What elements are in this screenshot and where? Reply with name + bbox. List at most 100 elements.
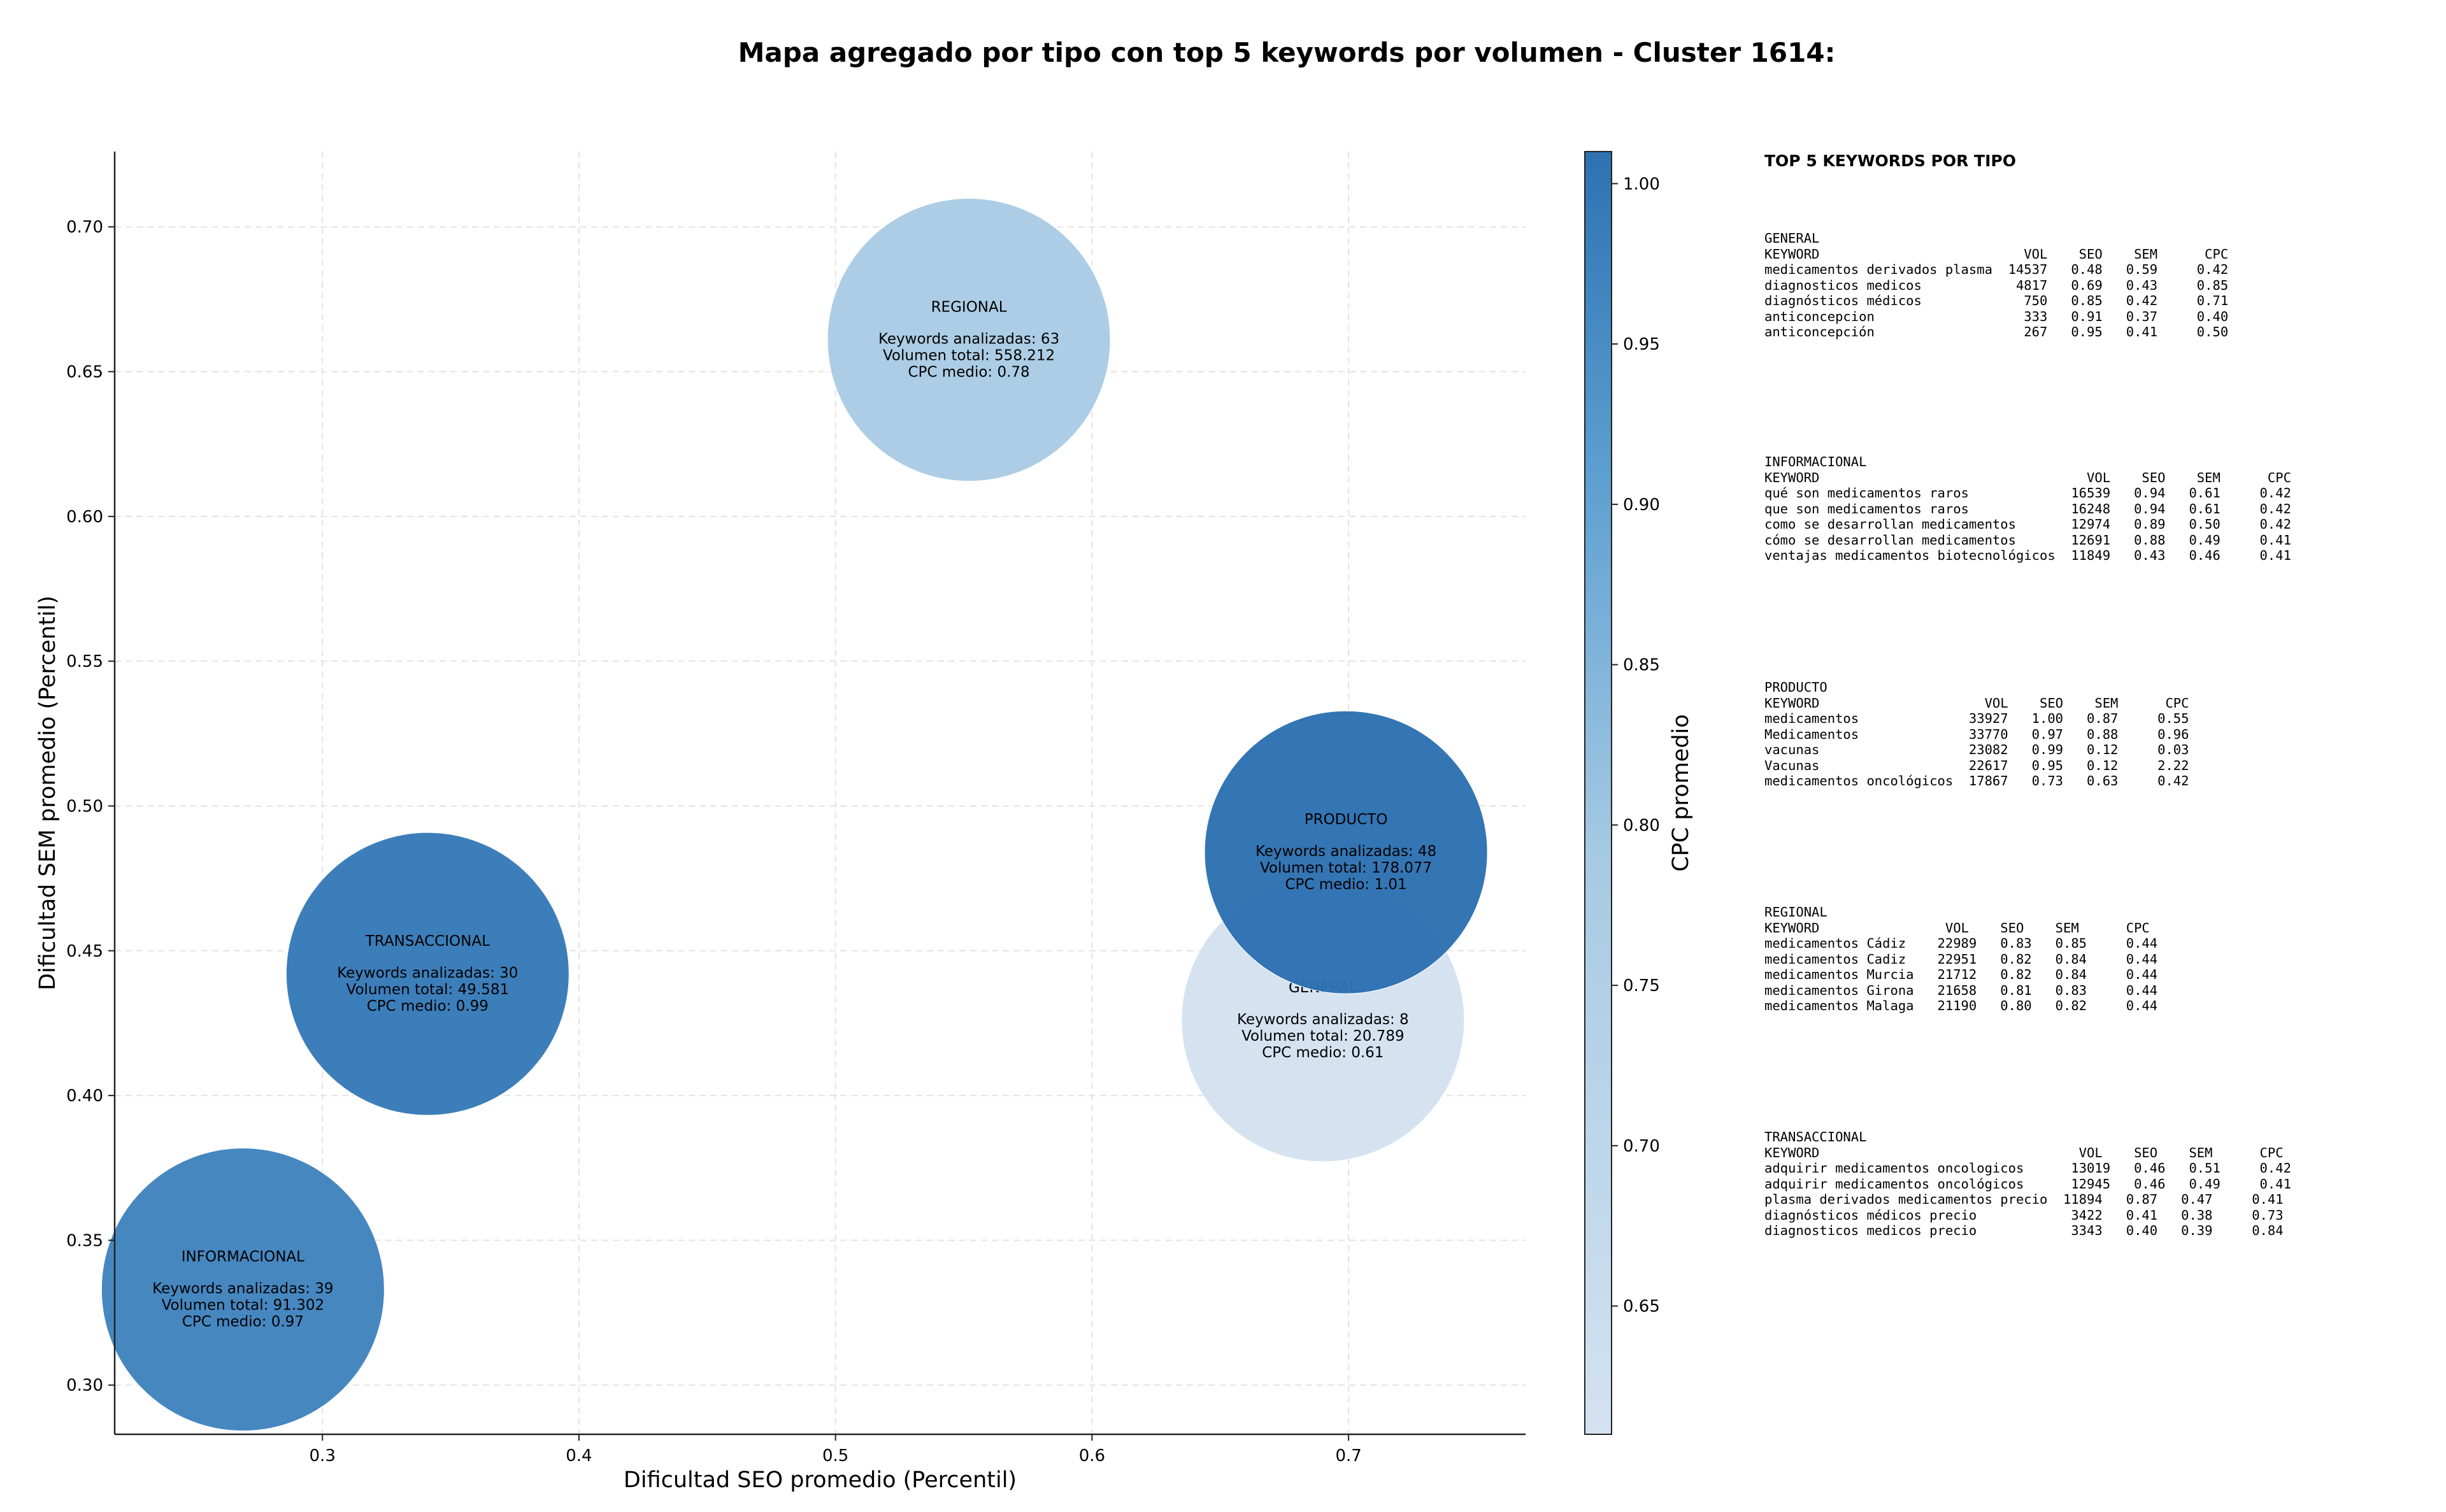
bubble-circle bbox=[285, 832, 569, 1116]
y-axis-label: Dificultad SEM promedio (Percentil) bbox=[35, 596, 61, 990]
keyword-table-row: cómo se desarrollan medicamentos 12691 0… bbox=[1764, 532, 2291, 548]
bubble-circle bbox=[1204, 710, 1488, 994]
keyword-table-row: diagnosticos medicos precio 3343 0.40 0.… bbox=[1764, 1223, 2284, 1238]
keyword-table-producto: PRODUCTO KEYWORD VOL SEO SEM CPC medicamen… bbox=[1764, 680, 2189, 789]
colorbar-tick-label: 0.95 bbox=[1623, 335, 1660, 354]
keyword-table-row: medicamentos Murcia 21712 0.82 0.84 0.44 bbox=[1764, 967, 2158, 982]
keyword-table-heading: PRODUCTO bbox=[1764, 680, 1827, 695]
y-tick-label: 0.40 bbox=[66, 1087, 103, 1106]
bubble-stat-label: Volumen total: 49.581 bbox=[347, 981, 510, 998]
colorbar-label: CPC promedio bbox=[1668, 714, 1694, 871]
x-tick-label: 0.5 bbox=[822, 1446, 848, 1466]
keyword-table-row: diagnósticos médicos precio 3422 0.41 0.… bbox=[1764, 1207, 2284, 1223]
keyword-table-row: adquirir medicamentos oncologicos 13019 … bbox=[1764, 1160, 2291, 1176]
bubble-stat-label: CPC medio: 0.97 bbox=[182, 1314, 304, 1330]
x-tick-label: 0.7 bbox=[1335, 1446, 1361, 1466]
colorbar-tick-label: 0.70 bbox=[1623, 1137, 1660, 1156]
bubble-informacional: INFORMACIONAL Keywords analizadas: 39Volu… bbox=[101, 1148, 385, 1432]
bubble-stat-label: Volumen total: 558.212 bbox=[883, 348, 1055, 364]
keyword-table-row: medicamentos Malaga 21190 0.80 0.82 0.44 bbox=[1764, 998, 2158, 1013]
top-keywords-panel: TOP 5 KEYWORDS POR TIPO GENERAL KEYWORD V… bbox=[1764, 152, 2440, 1238]
y-tick-label: 0.45 bbox=[66, 942, 103, 961]
keyword-table-row: como se desarrollan medicamentos 12974 0… bbox=[1764, 517, 2291, 532]
bubble-type-label: PRODUCTO bbox=[1305, 811, 1388, 828]
keyword-table-row: diagnósticos médicos 750 0.85 0.42 0.71 bbox=[1764, 293, 2229, 308]
keyword-table-row: medicamentos Girona 21658 0.81 0.83 0.44 bbox=[1764, 982, 2158, 998]
keyword-table-header: KEYWORD VOL SEO SEM CPC bbox=[1764, 1145, 2284, 1160]
bubble-circle bbox=[827, 198, 1111, 482]
bubble-stat-label: CPC medio: 0.78 bbox=[908, 364, 1029, 381]
keyword-table-row: medicamentos Cádiz 22989 0.83 0.85 0.44 bbox=[1764, 936, 2158, 951]
keyword-table-heading: GENERAL bbox=[1764, 231, 1820, 246]
keyword-table-header: KEYWORD VOL SEO SEM CPC bbox=[1764, 695, 2189, 711]
colorbar-gradient bbox=[1584, 151, 1612, 1435]
y-tick-label: 0.30 bbox=[66, 1376, 103, 1395]
bubble-type-label: REGIONAL bbox=[931, 299, 1007, 316]
keyword-table-row: medicamentos derivados plasma 14537 0.48… bbox=[1764, 262, 2229, 277]
chart-title: Mapa agregado por tipo con top 5 keyword… bbox=[738, 37, 1836, 68]
bubble-transaccional: TRANSACCIONAL Keywords analizadas: 30Volu… bbox=[285, 832, 569, 1116]
keyword-table-heading: INFORMACIONAL bbox=[1764, 454, 1867, 469]
colorbar-tick-label: 1.00 bbox=[1623, 175, 1660, 194]
keyword-table-regional: REGIONAL KEYWORD VOL SEO SEM CPC medicamen… bbox=[1764, 904, 2157, 1014]
y-tick-label: 0.55 bbox=[66, 652, 103, 671]
keyword-table-heading: TRANSACCIONAL bbox=[1764, 1129, 1867, 1145]
x-tick-label: 0.6 bbox=[1079, 1446, 1105, 1466]
bubble-stat-label: Keywords analizadas: 63 bbox=[878, 331, 1059, 348]
keyword-table-row: anticoncepción 267 0.95 0.41 0.50 bbox=[1764, 324, 2229, 339]
keyword-table-informacional: INFORMACIONAL KEYWORD VOL SEO SEM CPC qué … bbox=[1764, 454, 2291, 564]
keyword-table-row: qué son medicamentos raros 16539 0.94 0.… bbox=[1764, 485, 2291, 501]
bubble-stat-label: Keywords analizadas: 30 bbox=[337, 965, 518, 981]
keyword-table-row: Vacunas 22617 0.95 0.12 2.22 bbox=[1764, 757, 2189, 773]
keyword-table-row: medicamentos 33927 1.00 0.87 0.55 bbox=[1764, 711, 2189, 726]
keyword-table-row: vacunas 23082 0.99 0.12 0.03 bbox=[1764, 742, 2189, 757]
keyword-table-row: Medicamentos 33770 0.97 0.88 0.96 bbox=[1764, 726, 2189, 742]
y-tick-label: 0.60 bbox=[66, 508, 103, 527]
keyword-table-header: KEYWORD VOL SEO SEM CPC bbox=[1764, 246, 2229, 262]
colorbar: 0.65 0.70 0.75 0.80 0.85 0.90 0.95 1.00 CPC prom… bbox=[1584, 151, 1694, 1435]
keyword-table-row: medicamentos oncológicos 17867 0.73 0.63… bbox=[1764, 773, 2189, 788]
y-tick-label: 0.50 bbox=[66, 797, 103, 816]
bubble-stat-label: Keywords analizadas: 8 bbox=[1237, 1011, 1409, 1028]
bubble-circle bbox=[101, 1148, 385, 1432]
y-tick-label: 0.65 bbox=[66, 363, 103, 382]
colorbar-tick-label: 0.85 bbox=[1623, 656, 1660, 675]
keyword-table-general: GENERAL KEYWORD VOL SEO SEM CPC medicament… bbox=[1764, 231, 2228, 340]
keyword-table-header: KEYWORD VOL SEO SEM CPC bbox=[1764, 920, 2150, 936]
keyword-table-row: adquirir medicamentos oncológicos 12945 … bbox=[1764, 1176, 2291, 1192]
side-panel-title: TOP 5 KEYWORDS POR TIPO bbox=[1764, 152, 2016, 170]
bubble-stat-label: Keywords analizadas: 48 bbox=[1255, 843, 1436, 860]
keyword-table-row: ventajas medicamentos biotecnológicos 11… bbox=[1764, 548, 2291, 563]
bubble-stat-label: Volumen total: 20.789 bbox=[1241, 1028, 1405, 1045]
bubble-stat-label: Volumen total: 91.302 bbox=[162, 1297, 325, 1314]
colorbar-tick-label: 0.80 bbox=[1623, 816, 1660, 835]
keyword-table-header: KEYWORD VOL SEO SEM CPC bbox=[1764, 469, 2291, 485]
keyword-table-heading: REGIONAL bbox=[1764, 904, 1827, 920]
bubble-stat-label: CPC medio: 0.61 bbox=[1262, 1045, 1384, 1061]
keyword-table-row: plasma derivados medicamentos precio 118… bbox=[1764, 1192, 2284, 1207]
bubble-type-label: INFORMACIONAL bbox=[182, 1249, 304, 1266]
bubble-stat-label: Keywords analizadas: 39 bbox=[152, 1281, 333, 1297]
bubble-stat-label: Volumen total: 178.077 bbox=[1260, 860, 1432, 876]
colorbar-tick-label: 0.90 bbox=[1623, 496, 1660, 515]
x-tick-label: 0.3 bbox=[310, 1446, 336, 1466]
keyword-table-row: diagnosticos medicos 4817 0.69 0.43 0.85 bbox=[1764, 277, 2229, 293]
y-tick-label: 0.35 bbox=[66, 1231, 103, 1250]
keyword-table-row: anticoncepcion 333 0.91 0.37 0.40 bbox=[1764, 308, 2229, 324]
y-tick-label: 0.70 bbox=[66, 218, 103, 237]
x-axis-label: Dificultad SEO promedio (Percentil) bbox=[624, 1467, 1017, 1493]
x-tick-label: 0.4 bbox=[566, 1446, 592, 1466]
bubble-stat-label: CPC medio: 1.01 bbox=[1285, 876, 1406, 893]
bubble-stat-label: CPC medio: 0.99 bbox=[367, 998, 489, 1015]
keyword-table-transaccional: TRANSACCIONAL KEYWORD VOL SEO SEM CPC adqu… bbox=[1764, 1129, 2291, 1239]
keyword-table-row: medicamentos Cadiz 22951 0.82 0.84 0.44 bbox=[1764, 951, 2158, 967]
axes: 0.3 0.4 0.5 0.6 0.7 0.30 0.35 0.40 0.45 0.50 0.55 0… bbox=[35, 152, 1526, 1493]
colorbar-tick-label: 0.75 bbox=[1623, 976, 1660, 995]
keyword-table-row: que son medicamentos raros 16248 0.94 0.… bbox=[1764, 501, 2291, 517]
colorbar-tick-label: 0.65 bbox=[1623, 1297, 1660, 1316]
bubble-type-label: TRANSACCIONAL bbox=[365, 933, 490, 950]
